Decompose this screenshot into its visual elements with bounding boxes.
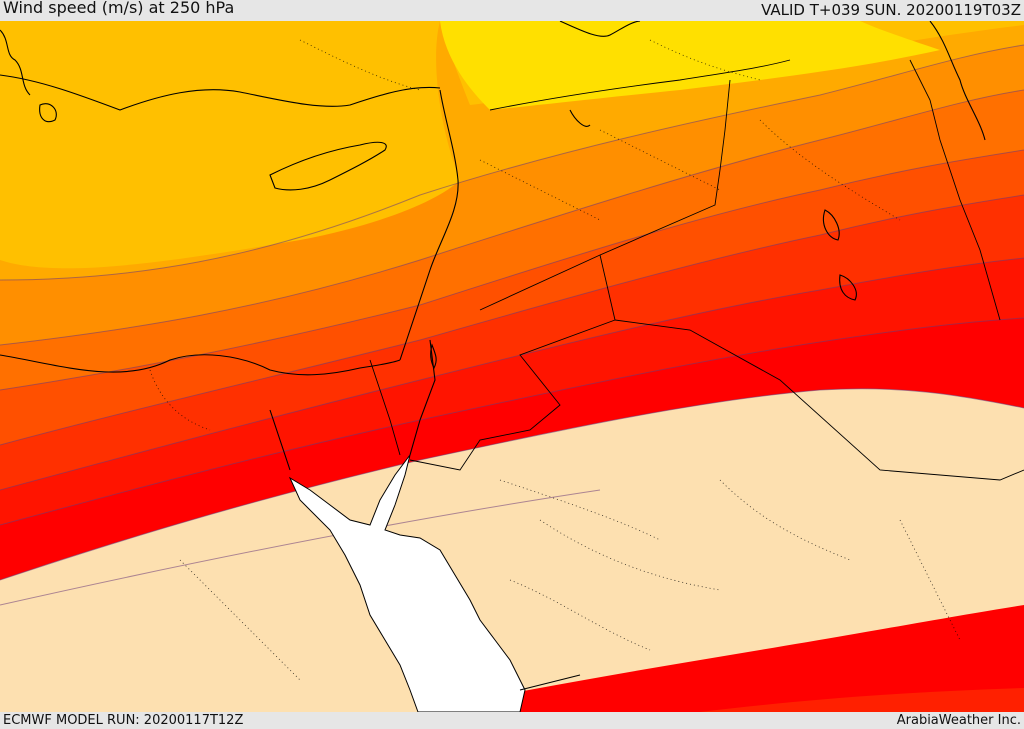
wind-contours	[0, 44, 1024, 606]
map-title: Wind speed (m/s) at 250 hPa	[3, 0, 235, 17]
admin-boundaries	[149, 39, 961, 681]
map-header: Wind speed (m/s) at 250 hPa VALID T+039 …	[0, 0, 1024, 21]
wind-band-yellow	[440, 21, 940, 110]
wind-band-1	[0, 21, 1024, 269]
wind-band-south	[420, 605, 1024, 712]
valid-time: VALID T+039 SUN. 20200119T03Z	[761, 1, 1021, 19]
map-footer: ECMWF MODEL RUN: 20200117T12Z ArabiaWeat…	[0, 712, 1024, 729]
wind-speed-map	[0, 21, 1024, 712]
model-run: ECMWF MODEL RUN: 20200117T12Z	[3, 713, 244, 728]
wind-band-south-inner	[700, 688, 1024, 712]
coastlines	[0, 21, 986, 691]
borders	[369, 59, 1024, 481]
credit: ArabiaWeather Inc.	[896, 713, 1021, 728]
red-sea	[288, 454, 526, 712]
